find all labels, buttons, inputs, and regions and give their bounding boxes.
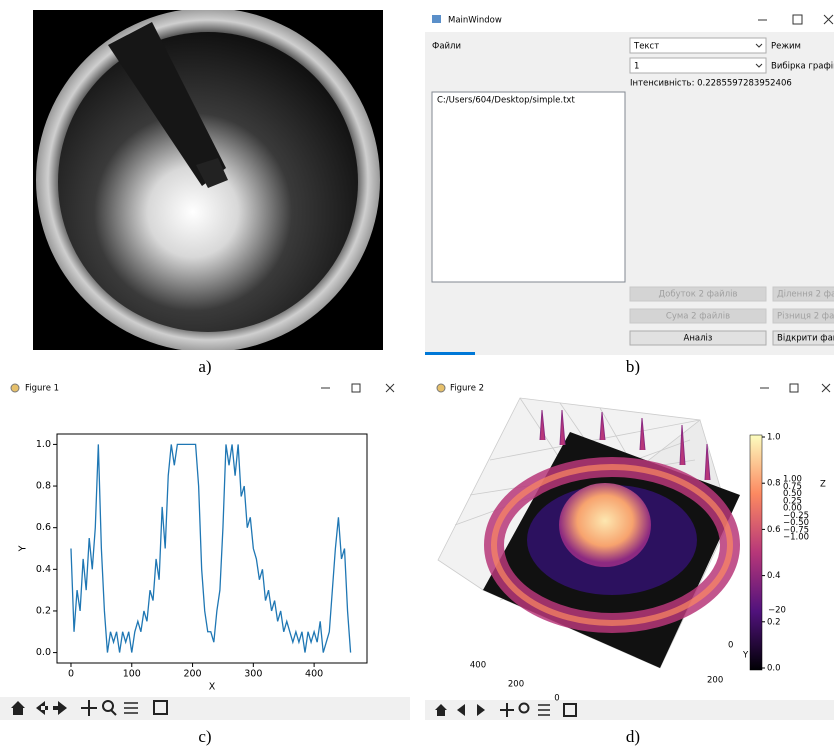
main-window-part <box>425 352 475 355</box>
caption: b) <box>626 357 640 376</box>
combo-text: Текст <box>633 42 659 52</box>
files-label: Файли <box>432 42 461 52</box>
y-tick-label: 200 <box>707 676 723 686</box>
z-tick-label: −1.00 <box>783 533 809 543</box>
figure-sheet: a) MainWindow Файли Текст Режим 1 Вибірк… <box>0 0 834 749</box>
intensity-label: Інтенсивність: 0.2285597283952406 <box>630 79 792 89</box>
caption: d) <box>626 727 640 746</box>
y-tick-label: 0 <box>728 641 733 651</box>
colorbar-tick-label: 0.4 <box>767 571 781 581</box>
page: {"captions": ["a)", "b)", "c)", "d)"], "… <box>0 0 834 749</box>
mode-label: Режим <box>771 42 801 52</box>
window-title: MainWindow <box>448 16 502 26</box>
colorbar-tick-label: 0.8 <box>767 479 781 489</box>
z-axis-label: Z <box>820 480 826 490</box>
main-window: MainWindow Файли Текст Режим 1 Вибірка г… <box>425 8 834 355</box>
sample-combo[interactable] <box>630 58 766 73</box>
y-tick-label: 1.0 <box>36 439 51 450</box>
sample-photo <box>33 8 383 352</box>
colorbar-tick-label: 0.0 <box>767 664 781 674</box>
combo-text: 1 <box>634 62 639 72</box>
colorbar-tick-label: 0.2 <box>767 617 781 627</box>
button-label: Сума 2 файлів <box>666 312 730 322</box>
x-tick-label: 0 <box>554 694 559 704</box>
sample-label: Вибірка графіку <box>771 62 834 72</box>
figure2-window-part <box>437 384 445 392</box>
button-label: Добуток 2 файлів <box>658 290 737 300</box>
x-axis-label: X <box>209 682 216 693</box>
colorbar-tick-label: 1.0 <box>767 433 781 443</box>
file-list[interactable] <box>432 92 625 282</box>
main-window-part <box>432 15 441 23</box>
x-tick-label: 400 <box>305 669 323 680</box>
y-tick-label: 0.0 <box>36 647 51 658</box>
button-label: Відкрити файл <box>777 334 834 344</box>
figure1-window-part <box>11 384 19 392</box>
button-label: Ділення 2 файлів <box>777 290 834 300</box>
window-title: Figure 1 <box>25 384 59 394</box>
y-tick-label: 0.6 <box>36 522 51 533</box>
window-title: Figure 2 <box>450 384 484 394</box>
x-tick-label: 0 <box>68 669 74 680</box>
caption: c) <box>198 727 211 746</box>
button-label: Аналіз <box>684 334 713 344</box>
x-tick-label: 200 <box>508 680 524 690</box>
x-tick-label: 400 <box>470 661 486 671</box>
x-tick-label: 100 <box>123 669 141 680</box>
y-axis-label: Y <box>742 651 749 661</box>
figure1-window: Figure 1 <box>0 375 410 720</box>
caption: a) <box>198 357 211 376</box>
surface-3d-part <box>559 483 651 567</box>
y-axis-label: Y <box>18 545 29 552</box>
y-tick-label: −20 <box>768 606 786 616</box>
colorbar-tick-label: 0.6 <box>767 525 781 535</box>
button-label: Різниця 2 файлів <box>777 312 834 322</box>
figure1-window-part <box>0 375 410 720</box>
figure2-window-part <box>425 700 834 720</box>
x-tick-label: 300 <box>244 669 262 680</box>
sample-combo-part[interactable] <box>630 58 766 73</box>
y-tick-label: 0.2 <box>36 605 51 616</box>
y-tick-label: 0.8 <box>36 481 51 492</box>
y-tick-label: 0.4 <box>36 564 51 575</box>
colorbar <box>750 435 762 670</box>
x-tick-label: 200 <box>183 669 201 680</box>
file-item[interactable]: C:/Users/604/Desktop/simple.txt <box>437 96 575 106</box>
